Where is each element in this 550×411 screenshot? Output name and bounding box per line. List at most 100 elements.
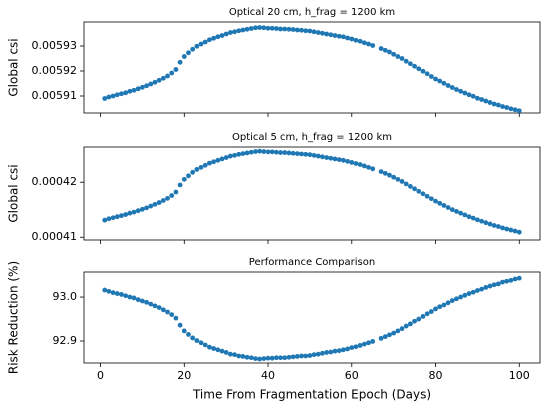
data-point [408, 321, 413, 327]
data-point [102, 217, 108, 223]
data-point [248, 149, 254, 155]
data-point [253, 356, 258, 362]
data-point [198, 41, 204, 47]
data-point [286, 26, 292, 32]
data-point [378, 335, 384, 341]
data-point [299, 27, 304, 33]
data-point [403, 181, 409, 187]
data-point [512, 228, 518, 234]
data-point [215, 157, 221, 163]
data-point [500, 104, 505, 109]
data-point [177, 182, 183, 188]
x-tick-label: 60 [345, 369, 359, 382]
data-point [173, 67, 179, 72]
data-point [106, 288, 112, 294]
data-point [140, 298, 145, 304]
data-point [433, 306, 438, 312]
plot-frame [83, 146, 541, 241]
data-point [361, 40, 367, 46]
y-tick-label: 0.00591 [32, 89, 78, 102]
data-point [458, 294, 464, 300]
data-point [119, 213, 124, 219]
data-point [202, 39, 208, 45]
data-point [194, 43, 200, 49]
data-point [424, 71, 430, 77]
data-point [441, 202, 447, 208]
data-point [328, 32, 334, 38]
data-point [140, 206, 145, 212]
data-point [495, 102, 501, 108]
data-point [186, 332, 191, 337]
data-point [294, 27, 300, 33]
data-point [190, 335, 196, 341]
data-point [428, 196, 434, 202]
data-point [282, 26, 288, 32]
data-point [261, 356, 267, 362]
data-point [336, 348, 342, 354]
data-point [198, 340, 204, 346]
data-point [211, 159, 216, 165]
data-point [114, 291, 120, 296]
data-point [278, 26, 283, 32]
data-point [315, 153, 321, 159]
data-point [382, 47, 388, 53]
x-tick-label: 80 [429, 369, 443, 382]
data-point [152, 303, 158, 309]
data-point [458, 210, 464, 216]
data-point [123, 293, 129, 299]
data-point [290, 354, 296, 360]
data-point [366, 41, 371, 47]
data-point [483, 98, 489, 104]
data-point [232, 152, 237, 158]
y-tick-label: 93.0 [53, 290, 78, 303]
data-point [265, 355, 271, 361]
data-point [370, 339, 376, 344]
data-point [479, 97, 484, 102]
data-point [156, 77, 162, 83]
data-point [286, 150, 292, 156]
data-point [345, 346, 350, 352]
data-point [294, 151, 300, 157]
data-point [282, 355, 288, 361]
data-point [207, 160, 212, 166]
data-point [508, 277, 514, 283]
data-point [202, 162, 208, 168]
data-point [274, 26, 279, 31]
data-point [127, 88, 133, 94]
data-point [119, 91, 124, 97]
data-point [504, 105, 510, 110]
data-point [508, 106, 514, 112]
data-point [470, 215, 476, 221]
data-point [403, 58, 409, 64]
data-point [512, 107, 518, 113]
y-tick-label: 0.00041 [32, 230, 78, 243]
data-point [512, 276, 518, 282]
y-tick-label: 0.00593 [32, 39, 78, 52]
data-point [135, 208, 141, 214]
data-point [500, 279, 505, 285]
data-point [378, 46, 384, 51]
data-point [207, 344, 212, 350]
data-point [311, 152, 317, 158]
data-point [408, 184, 413, 189]
data-point [408, 61, 413, 67]
data-point [278, 355, 283, 361]
data-point [483, 220, 489, 226]
data-point [324, 350, 330, 355]
data-point [332, 156, 338, 162]
data-point [119, 292, 124, 297]
data-point [341, 347, 346, 353]
data-point [202, 342, 208, 348]
data-point [504, 226, 510, 232]
data-point [420, 191, 426, 197]
data-point [244, 26, 250, 32]
data-point [211, 346, 216, 351]
data-point [391, 174, 397, 180]
data-point [219, 156, 225, 162]
data-point [466, 92, 472, 98]
data-point [474, 288, 480, 293]
data-point [320, 154, 325, 160]
data-point [219, 348, 225, 354]
data-point [366, 164, 371, 170]
data-point [433, 76, 438, 82]
